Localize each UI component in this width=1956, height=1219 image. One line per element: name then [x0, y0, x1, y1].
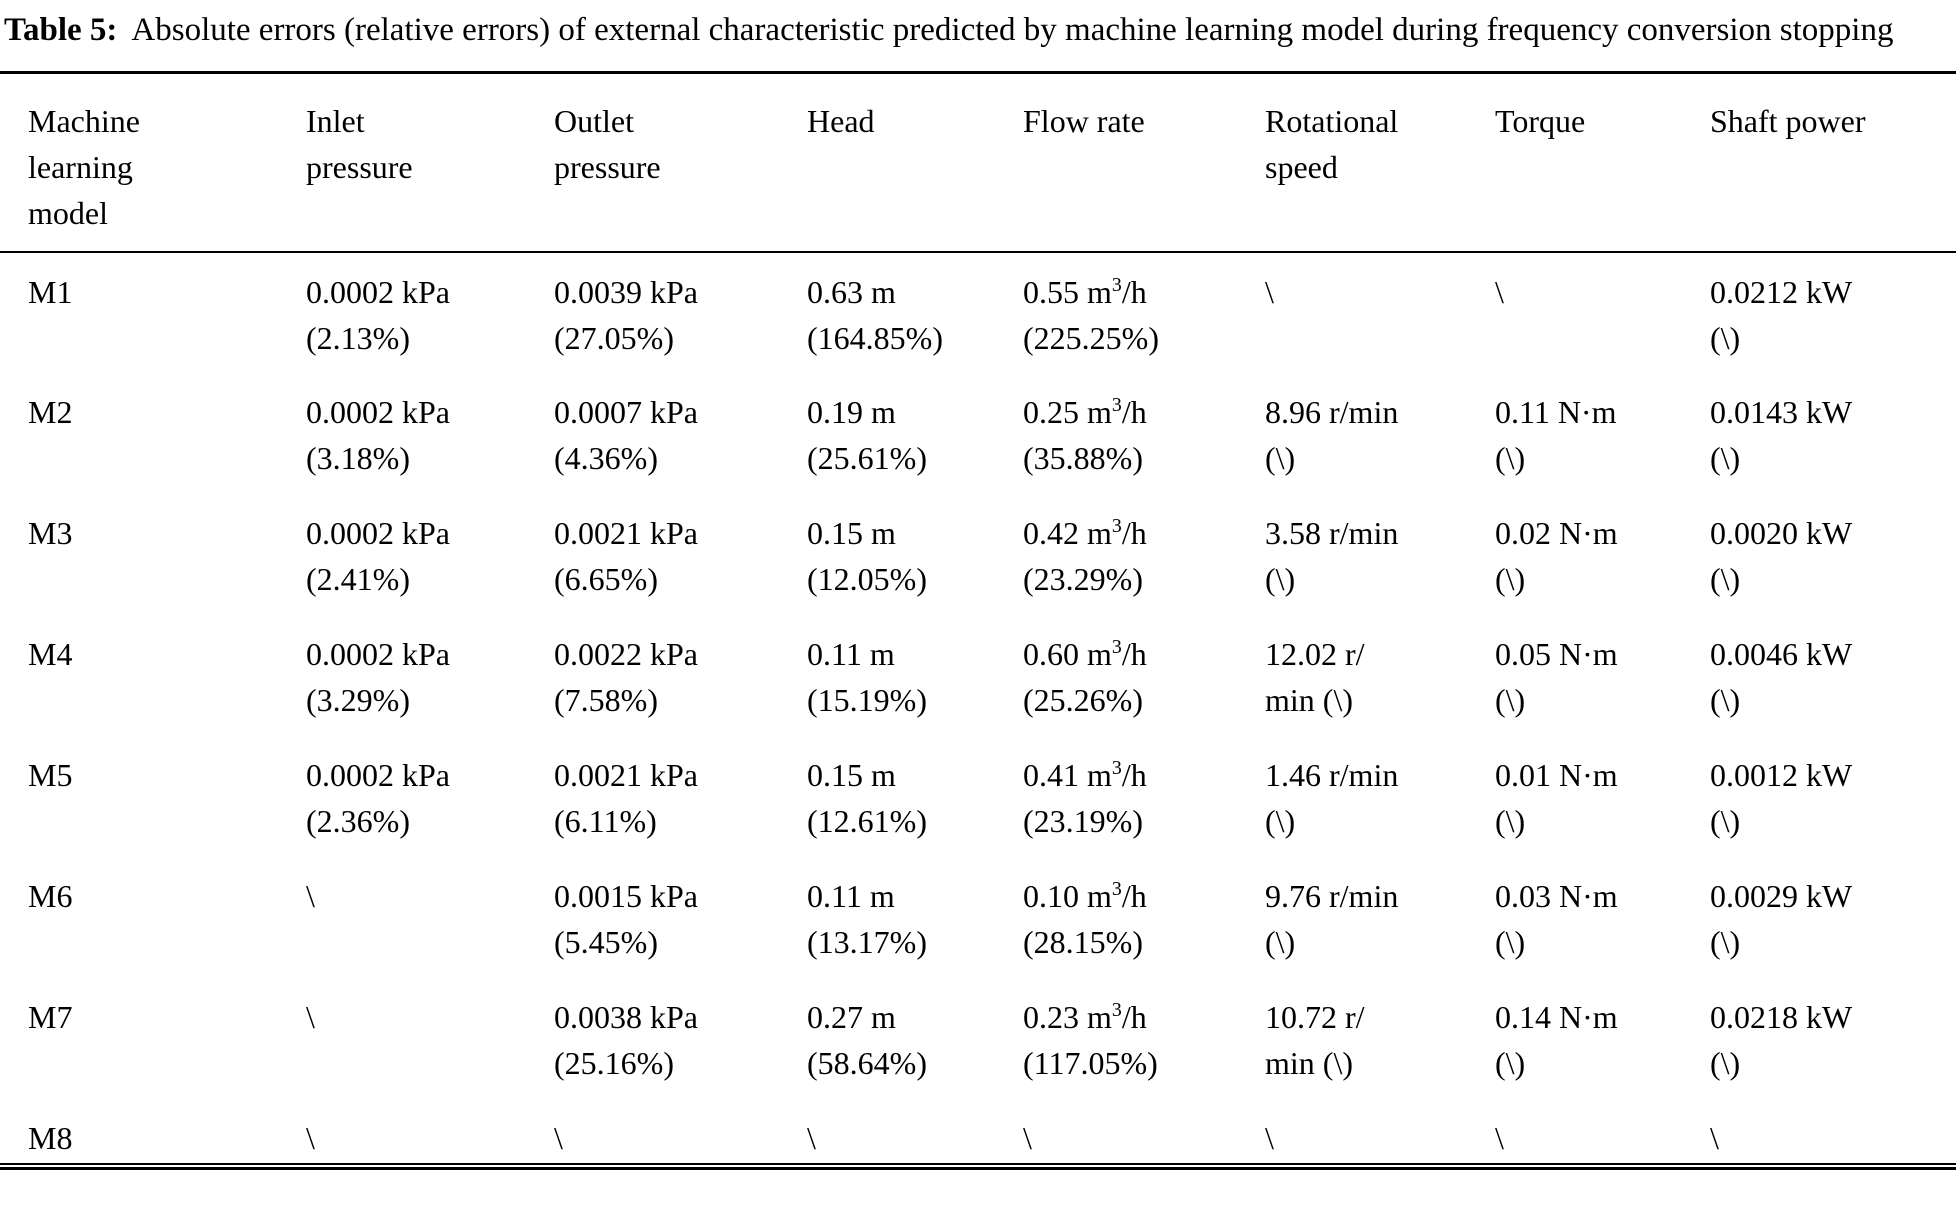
- data-cell-rotational-speed: 12.02 r/min (\): [1265, 636, 1365, 718]
- model-cell: M2: [28, 394, 73, 430]
- data-cell-shaft-power: 0.0046 kW (\): [1710, 636, 1853, 718]
- data-cell-outlet-pressure: 0.0021 kPa (6.11%): [554, 757, 698, 839]
- table-row-m7: M7 \ 0.0038 kPa (25.16%) 0.27 m (58.64%) 0.23 …: [0, 978, 1956, 1099]
- data-cell-rotational-speed: \: [1265, 274, 1274, 310]
- data-cell-head: 0.11 m (15.19%): [807, 636, 927, 718]
- table-top-rule: [0, 71, 1956, 74]
- table-body: M1 0.0002 kPa (2.13%) 0.0039 kPa (27.05%) 0.6…: [0, 252, 1956, 1163]
- data-cell-head: 0.63 m (164.85%): [807, 274, 943, 356]
- table-row-m8: M8 \ \ \ \ \ \ \: [0, 1099, 1956, 1163]
- data-cell-outlet-pressure: 0.0038 kPa (25.16%): [554, 999, 698, 1081]
- column-header-head: Head: [807, 103, 875, 139]
- paper-page: Table 5: Absolute errors (relative errors…: [0, 0, 1956, 1170]
- model-cell: M5: [28, 757, 73, 793]
- column-header-outlet-pressure: Outlet pressure: [554, 103, 661, 185]
- data-cell-inlet-pressure: \: [306, 878, 315, 914]
- data-cell-flow-rate: 0.55 m3/h (225.25%): [1023, 274, 1159, 356]
- model-cell: M4: [28, 636, 73, 672]
- data-cell-rotational-speed: 1.46 r/min (\): [1265, 757, 1399, 839]
- table-row-m3: M3 0.0002 kPa (2.41%) 0.0021 kPa (6.65%) 0.15…: [0, 494, 1956, 615]
- data-cell-torque: 0.05 N·m (\): [1495, 636, 1618, 718]
- model-cell: M3: [28, 515, 73, 551]
- data-cell-flow-rate: 0.41 m3/h (23.19%): [1023, 757, 1147, 839]
- column-header-rotational-speed: Rotational speed: [1265, 103, 1399, 185]
- data-cell-torque: 0.03 N·m (\): [1495, 878, 1618, 960]
- data-cell-head: 0.15 m (12.05%): [807, 515, 927, 597]
- superscript: 3: [1111, 999, 1122, 1022]
- data-cell-inlet-pressure: \: [306, 1120, 315, 1156]
- column-header-model: Machine learning model: [28, 103, 140, 231]
- data-cell-shaft-power: 0.0029 kW (\): [1710, 878, 1853, 960]
- data-cell-shaft-power: \: [1710, 1120, 1719, 1156]
- data-cell-rotational-speed: \: [1265, 1120, 1274, 1156]
- data-cell-flow-rate: 0.10 m3/h (28.15%): [1023, 878, 1147, 960]
- data-cell-torque: 0.01 N·m (\): [1495, 757, 1618, 839]
- data-cell-torque: \: [1495, 1120, 1504, 1156]
- table-caption: Table 5: Absolute errors (relative errors…: [0, 0, 1956, 53]
- data-cell-head: \: [807, 1120, 816, 1156]
- data-cell-outlet-pressure: \: [554, 1120, 563, 1156]
- data-cell-flow-rate: 0.23 m3/h (117.05%): [1023, 999, 1158, 1081]
- data-cell-outlet-pressure: 0.0022 kPa (7.58%): [554, 636, 698, 718]
- data-cell-rotational-speed: 8.96 r/min (\): [1265, 394, 1399, 476]
- table-row-m2: M2 0.0002 kPa (3.18%) 0.0007 kPa (4.36%) 0.19…: [0, 373, 1956, 494]
- data-cell-shaft-power: 0.0143 kW (\): [1710, 394, 1853, 476]
- header-row: Machine learning model Inlet pressure Outlet p…: [0, 74, 1956, 252]
- data-cell-head: 0.19 m (25.61%): [807, 394, 927, 476]
- table-row-m1: M1 0.0002 kPa (2.13%) 0.0039 kPa (27.05%) 0.6…: [0, 252, 1956, 373]
- data-cell-shaft-power: 0.0012 kW (\): [1710, 757, 1853, 839]
- table-row-m5: M5 0.0002 kPa (2.36%) 0.0021 kPa (6.11%) 0.15…: [0, 736, 1956, 857]
- data-cell-head: 0.27 m (58.64%): [807, 999, 927, 1081]
- data-cell-flow-rate: 0.60 m3/h (25.26%): [1023, 636, 1147, 718]
- results-table: Machine learning model Inlet pressure Outlet p…: [0, 74, 1956, 1163]
- superscript: 3: [1111, 757, 1122, 780]
- data-cell-shaft-power: 0.0218 kW (\): [1710, 999, 1853, 1081]
- data-cell-head: 0.11 m (13.17%): [807, 878, 927, 960]
- table-row-m6: M6 \ 0.0015 kPa (5.45%) 0.11 m (13.17%) 0.10 m…: [0, 857, 1956, 978]
- superscript: 3: [1111, 515, 1122, 538]
- model-cell: M6: [28, 878, 73, 914]
- data-cell-torque: 0.11 N·m (\): [1495, 394, 1617, 476]
- model-cell: M7: [28, 999, 73, 1035]
- column-header-torque: Torque: [1495, 103, 1586, 139]
- data-cell-flow-rate: 0.42 m3/h (23.29%): [1023, 515, 1147, 597]
- superscript: 3: [1111, 636, 1122, 659]
- model-cell: M8: [28, 1120, 73, 1156]
- table-caption-text: Absolute errors (relative errors) of ext…: [131, 12, 1894, 48]
- data-cell-inlet-pressure: 0.0002 kPa (3.29%): [306, 636, 450, 718]
- data-cell-inlet-pressure: 0.0002 kPa (2.13%): [306, 274, 450, 356]
- data-cell-shaft-power: 0.0020 kW (\): [1710, 515, 1853, 597]
- data-cell-shaft-power: 0.0212 kW (\): [1710, 274, 1853, 356]
- superscript: 3: [1111, 878, 1122, 901]
- data-cell-flow-rate: \: [1023, 1120, 1032, 1156]
- data-cell-inlet-pressure: 0.0002 kPa (2.41%): [306, 515, 450, 597]
- table-caption-label: Table 5:: [4, 12, 118, 48]
- data-cell-head: 0.15 m (12.61%): [807, 757, 927, 839]
- table-bottom-rule: [0, 1163, 1956, 1170]
- data-cell-rotational-speed: 3.58 r/min (\): [1265, 515, 1399, 597]
- table-row-m4: M4 0.0002 kPa (3.29%) 0.0022 kPa (7.58%) 0.11…: [0, 615, 1956, 736]
- model-cell: M1: [28, 274, 73, 310]
- data-cell-flow-rate: 0.25 m3/h (35.88%): [1023, 394, 1147, 476]
- superscript: 3: [1111, 274, 1122, 297]
- data-cell-inlet-pressure: 0.0002 kPa (3.18%): [306, 394, 450, 476]
- superscript: 3: [1111, 394, 1122, 417]
- column-header-flow-rate: Flow rate: [1023, 103, 1145, 139]
- data-cell-rotational-speed: 9.76 r/min (\): [1265, 878, 1399, 960]
- data-cell-inlet-pressure: 0.0002 kPa (2.36%): [306, 757, 450, 839]
- data-cell-rotational-speed: 10.72 r/min (\): [1265, 999, 1365, 1081]
- data-cell-outlet-pressure: 0.0039 kPa (27.05%): [554, 274, 698, 356]
- column-header-inlet-pressure: Inlet pressure: [306, 103, 413, 185]
- data-cell-torque: 0.14 N·m (\): [1495, 999, 1618, 1081]
- data-cell-outlet-pressure: 0.0021 kPa (6.65%): [554, 515, 698, 597]
- data-cell-outlet-pressure: 0.0015 kPa (5.45%): [554, 878, 698, 960]
- data-cell-outlet-pressure: 0.0007 kPa (4.36%): [554, 394, 698, 476]
- data-cell-torque: 0.02 N·m (\): [1495, 515, 1618, 597]
- data-cell-inlet-pressure: \: [306, 999, 315, 1035]
- table-head: Machine learning model Inlet pressure Outlet p…: [0, 74, 1956, 252]
- data-cell-torque: \: [1495, 274, 1504, 310]
- column-header-shaft-power: Shaft power: [1710, 103, 1866, 139]
